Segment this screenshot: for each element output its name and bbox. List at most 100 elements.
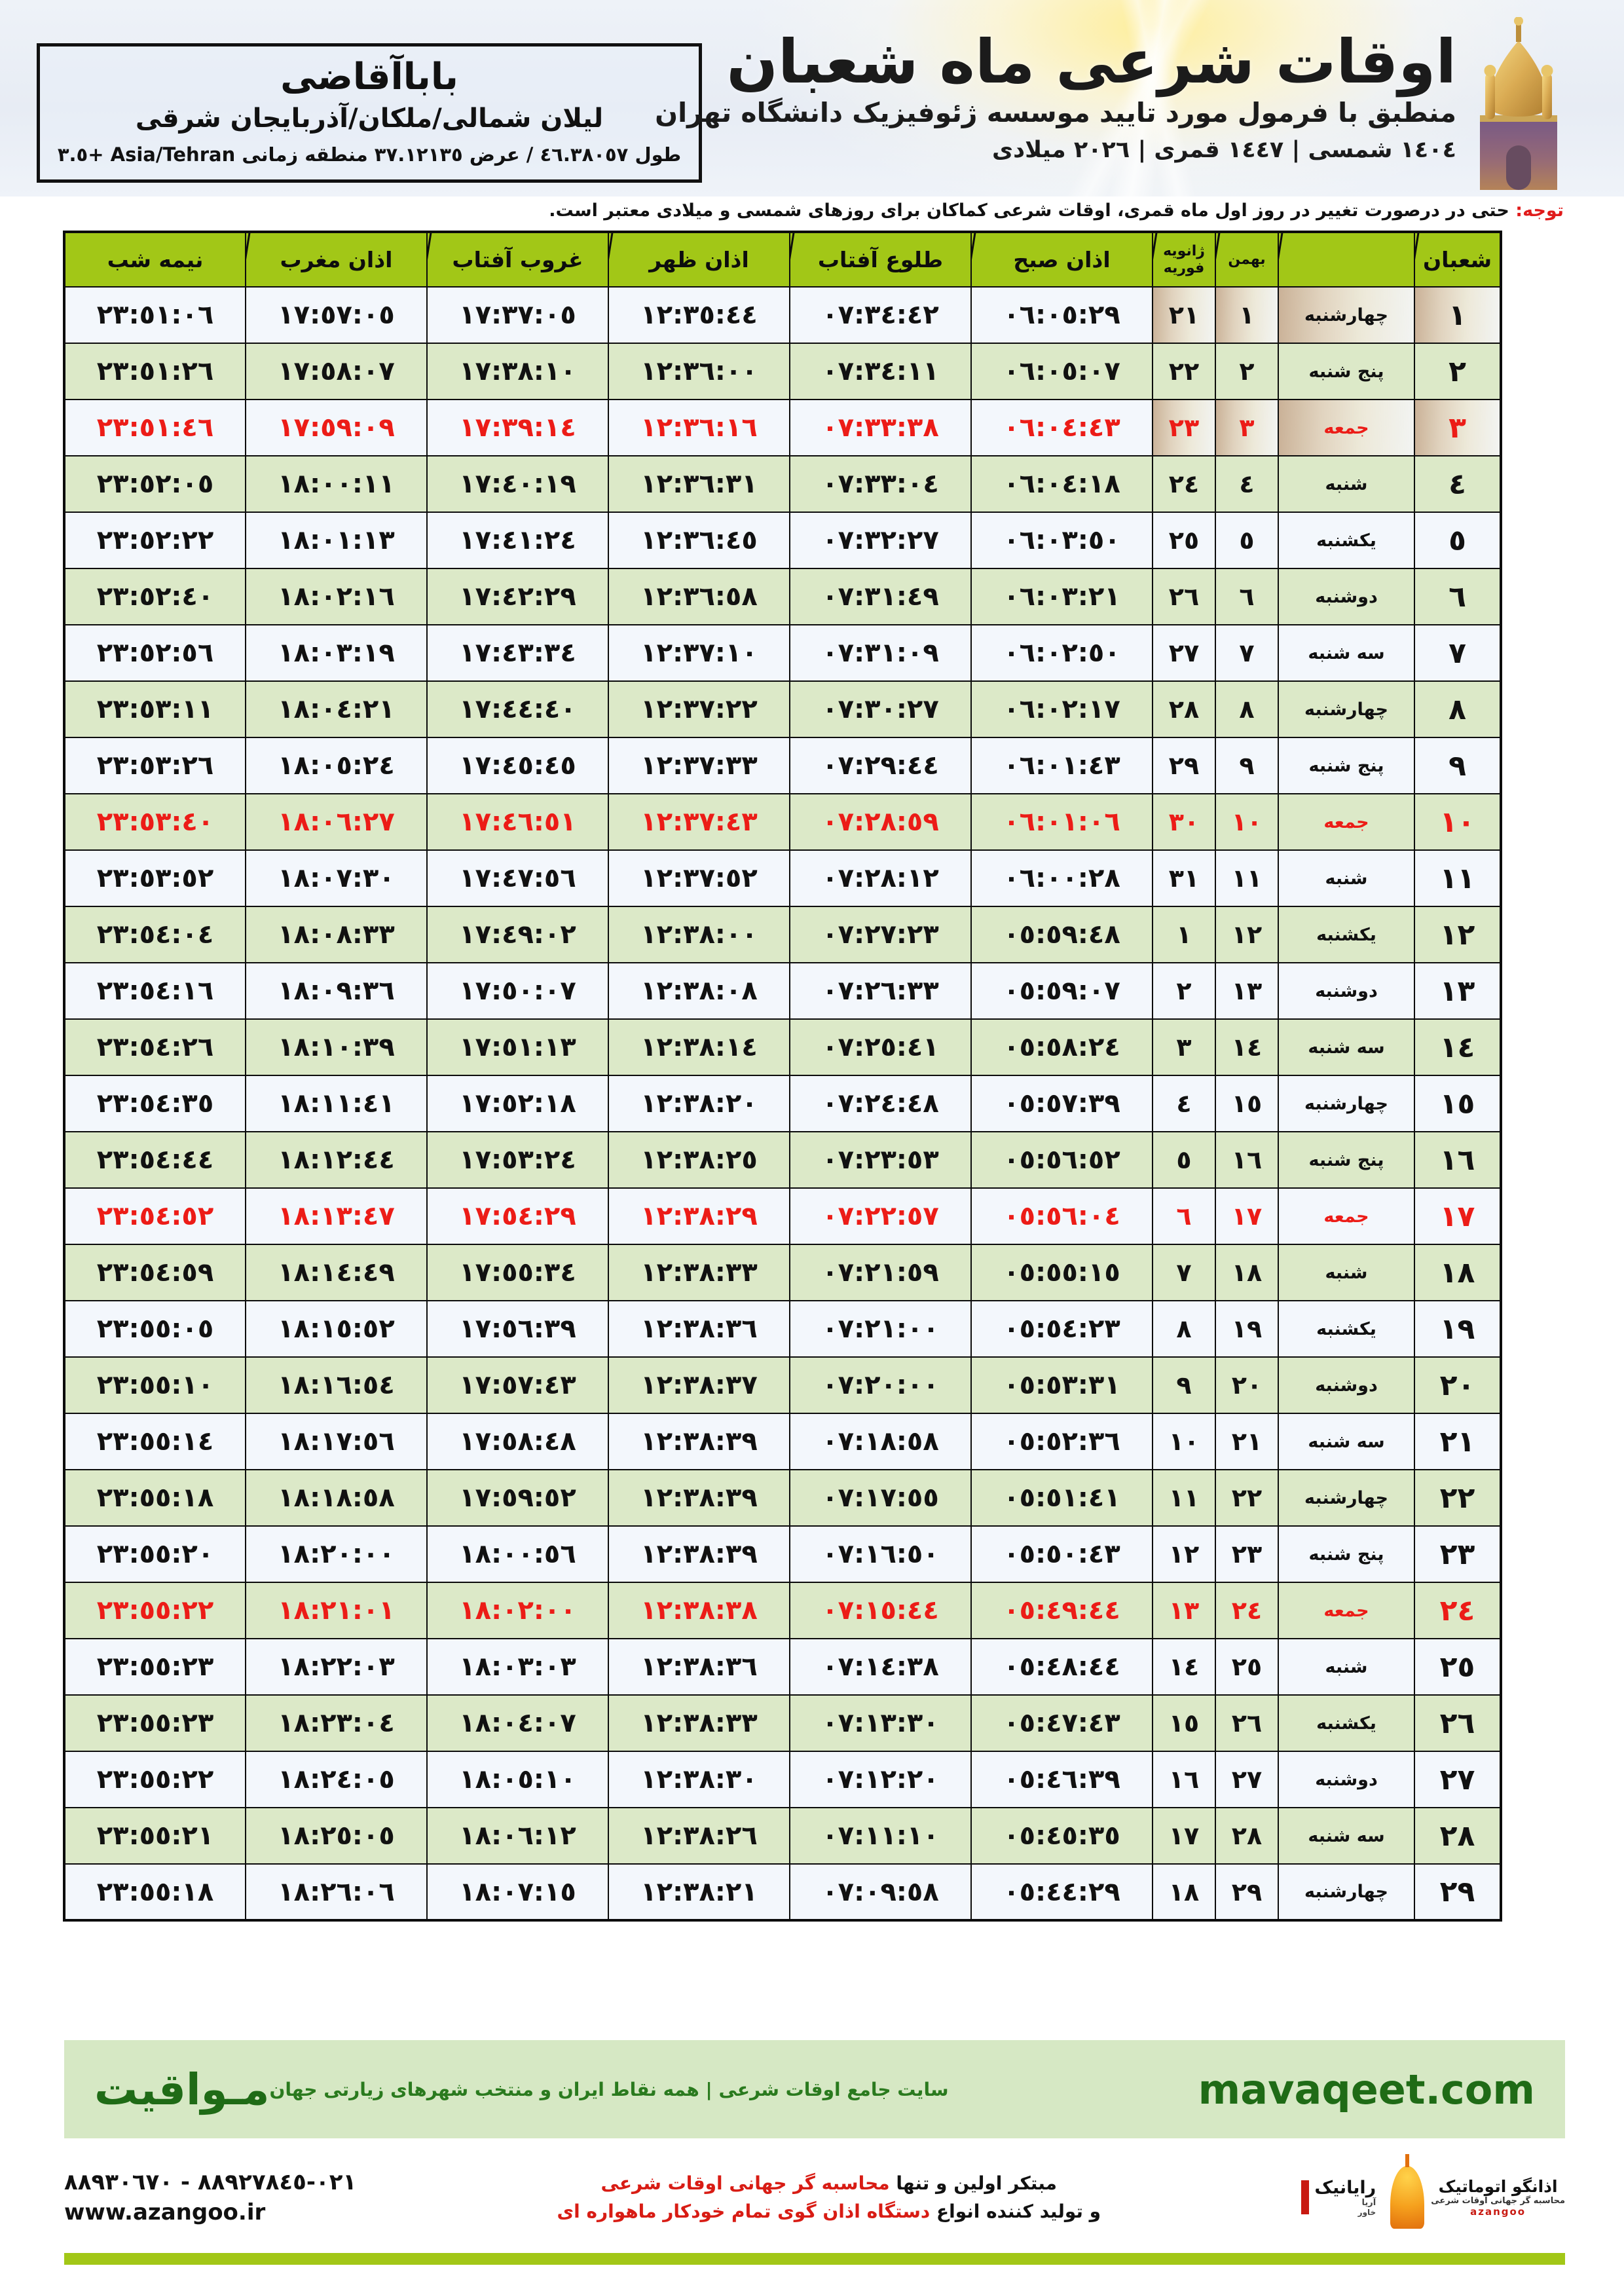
cell-sunset: ١٧:٥٤:٢٩ <box>426 1187 609 1245</box>
cell-shaban: ٢٠ <box>1414 1356 1502 1414</box>
cell-weekday: سه شنبه <box>1278 1413 1415 1470</box>
cell-weekday: دوشنبه <box>1278 568 1415 625</box>
cell-dhuhr: ١٢:٣٨:٢٥ <box>608 1131 790 1189</box>
cell-sunset: ١٨:٠٤:٠٧ <box>426 1694 609 1752</box>
table-row: ٢ پنج شنبه ٢ ٢٢ ٠٦:٠٥:٠٧ ٠٧:٣٤:١١ ١٢:٣٦:٠٠ ١٧:٣… <box>64 343 1502 400</box>
azangoo-logo-line3: azangoo <box>1470 2206 1526 2218</box>
cell-midnight: ٢٣:٥٥:١٨ <box>64 1469 246 1527</box>
cell-weekday: جمعه <box>1278 1187 1415 1245</box>
cell-dhuhr: ١٢:٣٧:٢٢ <box>608 680 790 738</box>
cell-weekday: جمعه <box>1278 793 1415 851</box>
cell-greg: ٩ <box>1152 1356 1216 1414</box>
cell-weekday: چهارشنبه <box>1278 286 1415 344</box>
table-row: ٢٨ سه شنبه ٢٨ ١٧ ٠٥:٤٥:٣٥ ٠٧:١١:١٠ ١٢:٣٨:٢٦ ١٨:… <box>64 1807 1502 1865</box>
table-row: ٨ چهارشنبه ٨ ٢٨ ٠٦:٠٢:١٧ ٠٧:٣٠:٢٧ ١٢:٣٧:٢٢ ١٧:٤… <box>64 680 1502 738</box>
header-sunset: غروب آفتاب <box>426 231 609 288</box>
footer-phone[interactable]: ٠٢١-٨٨٩٢٧٨٤٥ - ٨٨٩٣٠٦٧٠ <box>64 2169 357 2195</box>
cell-midnight: ٢٣:٥٤:١٦ <box>64 962 246 1020</box>
cell-weekday: پنج شنبه <box>1278 343 1415 400</box>
cell-fajr: ٠٥:٥٤:٢٣ <box>970 1300 1153 1358</box>
title-block: اوقات شرعی ماه شعبان منطبق با فرمول مورد… <box>605 30 1456 165</box>
cell-midnight: ٢٣:٥٣:٢٦ <box>64 737 246 794</box>
table-row: ٢٢ چهارشنبه ٢٢ ١١ ٠٥:٥١:٤١ ٠٧:١٧:٥٥ ١٢:٣٨:٣٩ ١٧… <box>64 1469 1502 1527</box>
cell-shaban: ٢٦ <box>1414 1694 1502 1752</box>
cell-shaban: ١ <box>1414 286 1502 344</box>
table-body: ١ چهارشنبه ١ ٢١ ٠٦:٠٥:٢٩ ٠٧:٣٤:٤٢ ١٢:٣٥:٤٤ ١٧:٣… <box>64 286 1502 1921</box>
cell-sunrise: ٠٧:٣٤:١١ <box>789 343 972 400</box>
footer-accent-rule <box>64 2253 1565 2265</box>
cell-sunset: ١٨:٠٢:٠٠ <box>426 1582 609 1639</box>
cell-greg: ١٥ <box>1152 1694 1216 1752</box>
cell-maghrib: ١٨:١٢:٤٤ <box>245 1131 428 1189</box>
footer-website-mavaqeet[interactable]: mavaqeet.com <box>1198 2065 1535 2113</box>
cell-dhuhr: ١٢:٣٦:٤٥ <box>608 512 790 569</box>
table-row: ٢٥ شنبه ٢٥ ١٤ ٠٥:٤٨:٤٤ ٠٧:١٤:٣٨ ١٢:٣٨:٣٦ ١٨:٠٣:… <box>64 1638 1502 1696</box>
cell-greg: ٢٦ <box>1152 568 1216 625</box>
cell-greg: ٢٧ <box>1152 624 1216 682</box>
cell-bahman: ٥ <box>1215 512 1279 569</box>
cell-shaban: ٢٢ <box>1414 1469 1502 1527</box>
cell-greg: ٣١ <box>1152 849 1216 907</box>
cell-maghrib: ١٨:١٠:٣٩ <box>245 1018 428 1076</box>
cell-midnight: ٢٣:٥٢:٥٦ <box>64 624 246 682</box>
footer-slogan-line2: و تولید کننده انواع دستگاه اذان گوی تمام… <box>382 2197 1275 2225</box>
cell-greg: ٨ <box>1152 1300 1216 1358</box>
cell-shaban: ٢٨ <box>1414 1807 1502 1865</box>
cell-dhuhr: ١٢:٣٨:٣٩ <box>608 1413 790 1470</box>
header-midnight: نیمه شب <box>64 231 246 288</box>
cell-midnight: ٢٣:٥٥:٢٣ <box>64 1638 246 1696</box>
table-row: ٢٩ چهارشنبه ٢٩ ١٨ ٠٥:٤٤:٢٩ ٠٧:٠٩:٥٨ ١٢:٣٨:٢١ ١٨… <box>64 1863 1502 1921</box>
cell-sunrise: ٠٧:١٦:٥٠ <box>789 1525 972 1583</box>
cell-sunrise: ٠٧:٣٢:٢٧ <box>789 512 972 569</box>
cell-dhuhr: ١٢:٣٧:٥٢ <box>608 849 790 907</box>
cell-maghrib: ١٨:٢٠:٠٠ <box>245 1525 428 1583</box>
cell-maghrib: ١٨:٠٨:٣٣ <box>245 906 428 963</box>
cell-bahman: ١٥ <box>1215 1075 1279 1132</box>
cell-dhuhr: ١٢:٣٨:٣٩ <box>608 1525 790 1583</box>
cell-shaban: ٨ <box>1414 680 1502 738</box>
cell-shaban: ٩ <box>1414 737 1502 794</box>
cell-fajr: ٠٦:٠٤:١٨ <box>970 455 1153 513</box>
cell-sunset: ١٧:٤٧:٥٦ <box>426 849 609 907</box>
cell-weekday: جمعه <box>1278 1582 1415 1639</box>
cell-weekday: یکشنبه <box>1278 1300 1415 1358</box>
table-header-row: شعبان بهمن ژانویه فوریه اذان صبح طلوع آف… <box>64 231 1502 288</box>
cell-fajr: ٠٥:٤٦:٣٩ <box>970 1751 1153 1808</box>
cell-bahman: ٦ <box>1215 568 1279 625</box>
header-gregorian: ژانویه فوریه <box>1152 231 1216 288</box>
table-row: ٢٦ یکشنبه ٢٦ ١٥ ٠٥:٤٧:٤٣ ٠٧:١٣:٣٠ ١٢:٣٨:٣٣ ١٨:٠… <box>64 1694 1502 1752</box>
cell-midnight: ٢٣:٥٢:٢٢ <box>64 512 246 569</box>
azangoo-logo[interactable]: اذانگو اتوماتیک محاسبه گر جهانی اوقات شر… <box>1390 2166 1565 2229</box>
footer-brand-name: مـواقیت <box>94 2064 270 2115</box>
cell-maghrib: ١٨:٢٣:٠٤ <box>245 1694 428 1752</box>
cell-bahman: ٢٠ <box>1215 1356 1279 1414</box>
cell-weekday: جمعه <box>1278 399 1415 456</box>
cell-bahman: ١ <box>1215 286 1279 344</box>
page-subtitle: منطبق با فرمول مورد تایید موسسه ژئوفیزیک… <box>655 96 1456 128</box>
footer-slogan: مبتکر اولین و تنها محاسبه گر جهانی اوقات… <box>356 2169 1301 2226</box>
cell-maghrib: ١٨:١٧:٥٦ <box>245 1413 428 1470</box>
cell-midnight: ٢٣:٥٥:٢٢ <box>64 1751 246 1808</box>
cell-sunrise: ٠٧:٢٩:٤٤ <box>789 737 972 794</box>
cell-weekday: پنج شنبه <box>1278 1131 1415 1189</box>
cell-bahman: ٢٦ <box>1215 1694 1279 1752</box>
cell-midnight: ٢٣:٥٣:٥٢ <box>64 849 246 907</box>
cell-shaban: ١١ <box>1414 849 1502 907</box>
table-row: ٦ دوشنبه ٦ ٢٦ ٠٦:٠٣:٢١ ٠٧:٣١:٤٩ ١٢:٣٦:٥٨ ١٧:٤٢:… <box>64 568 1502 625</box>
cell-shaban: ١٤ <box>1414 1018 1502 1076</box>
cell-sunrise: ٠٧:٣١:٤٩ <box>789 568 972 625</box>
rayanic-logo[interactable]: رایانیک آریا خاور <box>1301 2178 1376 2217</box>
cell-sunrise: ٠٧:٢٧:٢٣ <box>789 906 972 963</box>
footer-website-azangoo[interactable]: www.azangoo.ir <box>64 2199 266 2225</box>
cell-weekday: پنج شنبه <box>1278 1525 1415 1583</box>
cell-dhuhr: ١٢:٣٨:٣٣ <box>608 1244 790 1301</box>
cell-midnight: ٢٣:٥٥:٠٥ <box>64 1300 246 1358</box>
cell-fajr: ٠٦:٠٣:٢١ <box>970 568 1153 625</box>
cell-sunset: ١٨:٠٣:٠٣ <box>426 1638 609 1696</box>
cell-sunrise: ٠٧:٢٨:١٢ <box>789 849 972 907</box>
cell-sunset: ١٧:٥٠:٠٧ <box>426 962 609 1020</box>
cell-maghrib: ١٨:٠٥:٢٤ <box>245 737 428 794</box>
cell-shaban: ٥ <box>1414 512 1502 569</box>
cell-fajr: ٠٥:٤٧:٤٣ <box>970 1694 1153 1752</box>
cell-sunset: ١٧:٣٨:١٠ <box>426 343 609 400</box>
